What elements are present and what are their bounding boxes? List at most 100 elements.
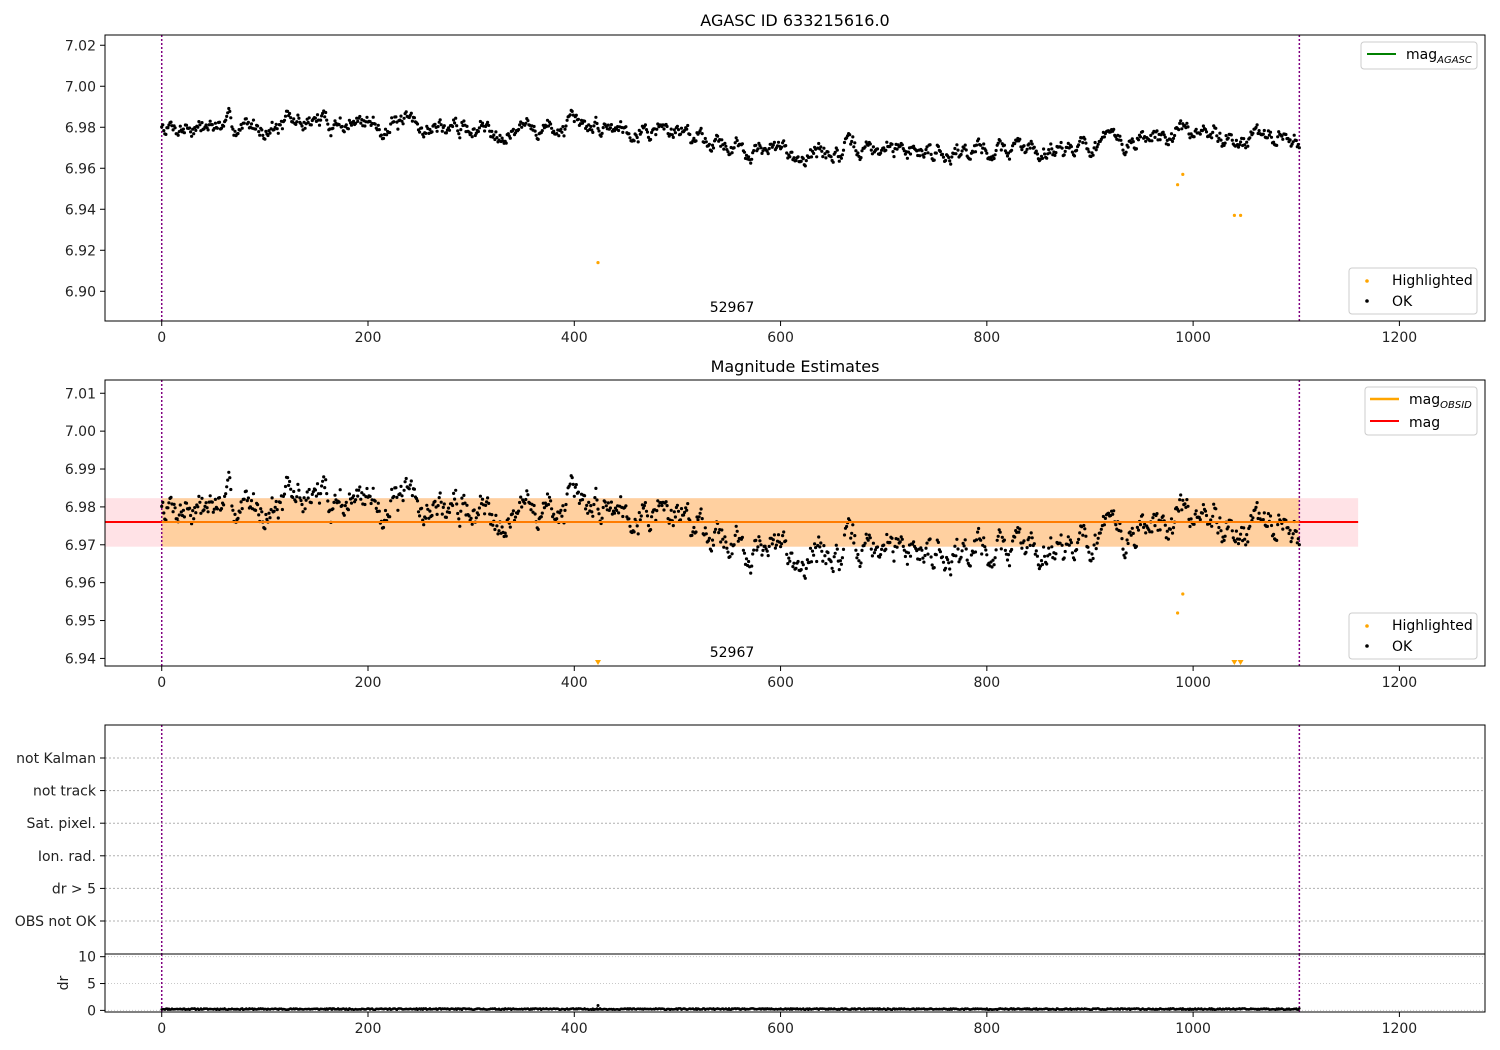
estimates-ok-point: [407, 487, 411, 491]
estimates-ok-point: [1027, 536, 1031, 540]
estimates-ok-point: [301, 510, 305, 514]
agasc-ok-point: [296, 113, 300, 117]
estimates-ok-point: [1035, 554, 1039, 558]
estimates-legend-highlighted-swatch: [1365, 624, 1369, 628]
estimates-ok-point: [401, 499, 405, 503]
estimates-ok-point: [447, 510, 452, 515]
agasc-ok-point: [295, 120, 299, 124]
estimates-ok-point: [193, 506, 197, 510]
estimates-ok-point: [1072, 558, 1077, 562]
estimates-ok-point: [1217, 525, 1221, 530]
agasc-ok-point: [632, 139, 636, 143]
estimates-ok-point: [863, 541, 867, 545]
dr-ytick-label: 10: [78, 950, 96, 966]
estimates-ok-point: [810, 549, 815, 553]
estimates-ok-point: [977, 526, 981, 531]
agasc-ok-point: [388, 130, 392, 135]
agasc-ok-point: [646, 135, 651, 139]
agasc-ok-point: [1028, 146, 1032, 150]
estimates-ok-point: [497, 529, 501, 533]
agasc-ok-point: [912, 144, 916, 148]
estimates-ok-point: [722, 545, 726, 549]
agasc-ok-point: [940, 152, 945, 156]
agasc-ok-point: [340, 124, 344, 129]
estimates-ok-point: [1112, 509, 1116, 513]
agasc-ok-point: [280, 127, 284, 131]
estimates-ok-point: [286, 476, 290, 480]
estimates-ok-point: [337, 500, 341, 504]
estimates-ok-point: [664, 500, 668, 504]
agasc-ok-point: [833, 150, 837, 154]
agasc-ok-point: [447, 128, 452, 132]
estimates-ok-point: [776, 533, 781, 537]
agasc-ok-point: [282, 118, 287, 122]
estimates-ok-point: [338, 488, 342, 492]
agasc-ok-point: [1093, 140, 1097, 145]
agasc-ok-point: [354, 121, 358, 125]
estimates-ok-point: [714, 527, 718, 531]
agasc-ok-point: [1179, 119, 1183, 123]
agasc-ok-point: [884, 148, 888, 152]
agasc-ok-point: [996, 141, 1000, 145]
estimates-ok-point: [758, 539, 762, 543]
agasc-ok-point: [249, 122, 254, 126]
agasc-ok-point: [1086, 147, 1090, 151]
estimates-ok-point: [864, 532, 868, 536]
estimates-ok-point: [628, 524, 632, 528]
agasc-ok-point: [1248, 136, 1252, 140]
estimates-ok-point: [959, 555, 963, 559]
estimates-ok-point: [619, 495, 623, 499]
flag-label: Sat. pixel.: [27, 816, 96, 832]
agasc-ok-point: [654, 133, 658, 137]
agasc-ok-point: [820, 149, 824, 153]
estimates-ok-point: [747, 559, 751, 564]
estimates-ok-point: [921, 556, 925, 560]
agasc-ok-point: [1245, 140, 1249, 144]
agasc-xtick-label: 400: [561, 330, 588, 346]
agasc-ok-point: [950, 155, 954, 159]
agasc-ok-point: [192, 132, 196, 136]
estimates-ok-point: [750, 564, 754, 568]
agasc-ok-point: [400, 119, 404, 123]
estimates-ok-point: [570, 476, 574, 480]
estimates-ok-point: [621, 514, 625, 519]
estimates-ok-point: [490, 513, 494, 517]
agasc-ok-point: [1018, 137, 1022, 141]
agasc-ok-point: [954, 152, 958, 156]
agasc-ok-point: [1138, 135, 1143, 139]
estimates-ok-point: [808, 546, 813, 550]
estimates-ok-point: [1062, 556, 1066, 560]
estimates-ok-point: [585, 503, 589, 507]
estimates-ok-point: [774, 543, 779, 547]
estimates-ok-point: [692, 525, 696, 530]
agasc-ok-point: [428, 127, 432, 132]
agasc-ok-point: [1054, 151, 1058, 155]
estimates-ok-point: [612, 511, 617, 515]
agasc-ok-point: [1096, 142, 1100, 146]
agasc-ok-point: [1168, 137, 1172, 141]
estimates-ok-point: [896, 537, 900, 541]
agasc-ok-point: [1203, 127, 1208, 132]
agasc-ok-point: [494, 130, 498, 134]
agasc-ok-point: [1277, 130, 1281, 134]
estimates-ok-point: [872, 551, 877, 555]
estimates-ok-point: [511, 509, 515, 513]
estimates-ytick-label: 7.00: [65, 424, 96, 440]
estimates-ok-point: [347, 492, 351, 496]
agasc-ok-point: [524, 121, 528, 125]
estimates-ok-point: [251, 492, 256, 496]
estimates-ok-point: [453, 497, 457, 501]
estimates-ok-point: [839, 562, 844, 566]
agasc-panel-annotation: 52967: [710, 300, 755, 316]
agasc-ok-point: [1281, 137, 1285, 141]
estimates-ok-point: [322, 475, 326, 479]
estimates-ok-point: [1249, 514, 1253, 518]
estimates-panel-ticks: 0 200 400 600 800 1000 1200 6.94 6.95 6.96 6.97 6.9…: [65, 386, 1417, 691]
estimates-ok-point: [1158, 528, 1162, 532]
estimates-ok-point: [1101, 514, 1105, 519]
estimates-ok-point: [549, 499, 553, 503]
estimates-ok-point: [1003, 548, 1008, 553]
agasc-ok-point: [552, 129, 556, 133]
agasc-ok-point: [358, 114, 362, 119]
agasc-ok-point: [173, 126, 177, 130]
